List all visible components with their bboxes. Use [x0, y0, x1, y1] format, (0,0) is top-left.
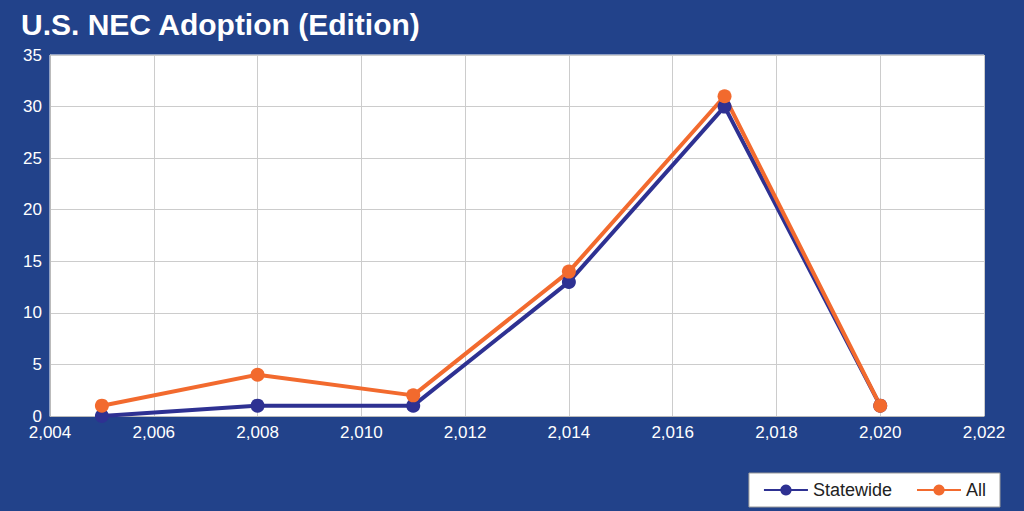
- svg-text:20: 20: [23, 200, 42, 219]
- svg-text:2,010: 2,010: [340, 423, 383, 442]
- svg-text:2,020: 2,020: [859, 423, 902, 442]
- svg-text:2,018: 2,018: [755, 423, 798, 442]
- svg-text:15: 15: [23, 252, 42, 271]
- svg-text:2,008: 2,008: [236, 423, 279, 442]
- svg-text:30: 30: [23, 97, 42, 116]
- svg-text:U.S. NEC Adoption (Edition): U.S. NEC Adoption (Edition): [21, 8, 420, 41]
- svg-text:2,004: 2,004: [29, 423, 72, 442]
- svg-text:25: 25: [23, 149, 42, 168]
- svg-text:2,022: 2,022: [963, 423, 1006, 442]
- svg-text:0: 0: [32, 406, 42, 426]
- svg-text:2,012: 2,012: [444, 423, 487, 442]
- svg-text:35: 35: [23, 46, 42, 65]
- svg-text:2,006: 2,006: [133, 423, 176, 442]
- svg-text:Statewide: Statewide: [813, 480, 892, 500]
- svg-text:10: 10: [23, 303, 42, 322]
- svg-text:2,014: 2,014: [548, 423, 591, 442]
- svg-text:All: All: [966, 480, 986, 500]
- svg-text:5: 5: [33, 355, 42, 374]
- svg-text:2,016: 2,016: [651, 423, 694, 442]
